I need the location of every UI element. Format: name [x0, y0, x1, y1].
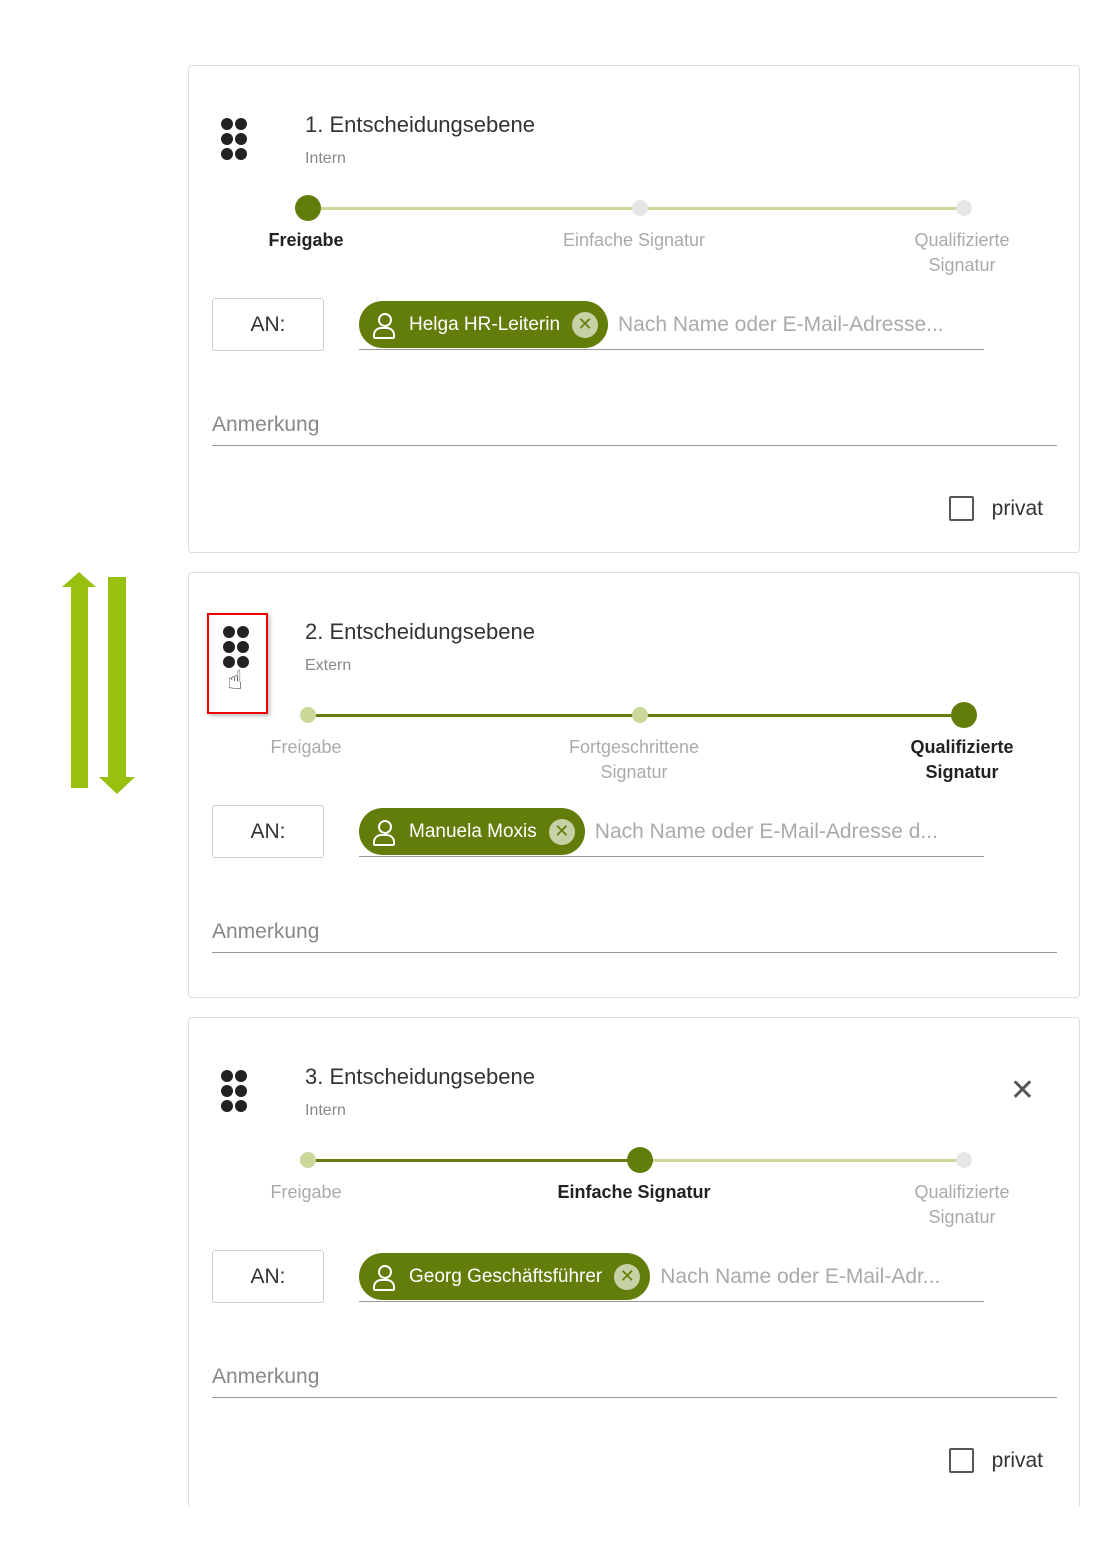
close-circle-icon[interactable]: ✕: [572, 311, 599, 338]
step-label[interactable]: Freigabe: [270, 737, 342, 757]
recipient-chip[interactable]: Helga HR-Leiterin ✕: [359, 301, 609, 348]
stepper-connector: [640, 1158, 964, 1162]
private-option: privat: [948, 1448, 1043, 1473]
drag-handle-icon[interactable]: [221, 1070, 249, 1114]
step-label[interactable]: Qualifizierte Signatur: [914, 1182, 1010, 1227]
person-icon: [371, 312, 397, 339]
level-title: 2. Entscheidungsebene: [305, 619, 535, 644]
recipient-search-input[interactable]: [618, 300, 984, 349]
hand-pointer-icon: ☝: [227, 665, 243, 695]
step-dot-active[interactable]: [627, 1147, 653, 1173]
step-label[interactable]: Qualifizierte Signatur: [914, 230, 1010, 275]
close-circle-icon[interactable]: ✕: [614, 1263, 641, 1290]
level-type: Intern: [305, 1102, 346, 1119]
stepper-connector: [308, 206, 640, 210]
private-label: privat: [991, 496, 1043, 520]
step-label[interactable]: Einfache Signatur: [557, 1182, 711, 1202]
stepper-connector: [308, 1158, 640, 1162]
recipient-field: Georg Geschäftsführer ✕ Nach Name oder E…: [359, 1252, 984, 1302]
close-circle-icon[interactable]: ✕: [548, 818, 575, 845]
private-option: privat: [948, 496, 1043, 521]
signature-stepper: Freigabe Einfache Signatur Qualifizierte…: [189, 195, 1079, 278]
level-type: Intern: [305, 150, 346, 167]
note-input[interactable]: [212, 911, 1057, 952]
close-icon[interactable]: ✕: [1009, 1074, 1035, 1107]
step-dot-pending[interactable]: [956, 200, 972, 216]
recipient-name: Manuela Moxis: [409, 820, 537, 842]
recipient-search: Nach Name oder E-Mail-Adresse...: [618, 300, 984, 349]
recipient-name: Helga HR-Leiterin: [409, 313, 561, 335]
step-label[interactable]: Qualifizierte Signatur: [910, 737, 1014, 782]
note-input[interactable]: [212, 404, 1057, 445]
step-label[interactable]: Freigabe: [270, 1182, 342, 1202]
step-dot-completed[interactable]: [300, 1152, 316, 1168]
recipient-name: Georg Geschäftsführer: [409, 1265, 603, 1287]
private-checkbox[interactable]: [948, 496, 974, 521]
stepper-connector: [308, 713, 640, 717]
recipient-search-input[interactable]: [594, 807, 984, 856]
person-icon: [371, 819, 397, 846]
stepper-connector: [640, 713, 964, 717]
signature-stepper: Freigabe Fortgeschrittene Signatur Quali…: [189, 702, 1079, 785]
step-dot-active[interactable]: [295, 195, 321, 221]
decision-level-card: 1. Entscheidungsebene Intern Freigabe Ei…: [188, 65, 1080, 553]
recipient-field: Helga HR-Leiterin ✕ Nach Name oder E-Mai…: [359, 300, 984, 350]
step-dot-pending[interactable]: [632, 200, 648, 216]
recipient-search: Nach Name oder E-Mail-Adresse d...: [594, 807, 984, 856]
drag-handle-icon[interactable]: [221, 118, 249, 162]
to-button[interactable]: AN:: [212, 298, 324, 351]
step-dot-active[interactable]: [951, 702, 977, 728]
recipient-chip[interactable]: Manuela Moxis ✕: [359, 808, 585, 855]
decision-level-card: 3. Entscheidungsebene Intern ✕ Freigabe E…: [188, 1017, 1080, 1507]
to-button[interactable]: AN:: [212, 1250, 324, 1303]
recipient-search: Nach Name oder E-Mail-Adr...: [660, 1252, 984, 1301]
signature-stepper: Freigabe Einfache Signatur Qualifizierte…: [189, 1147, 1079, 1230]
to-button[interactable]: AN:: [212, 805, 324, 858]
step-dot-pending[interactable]: [956, 1152, 972, 1168]
note-field: Anmerkung: [212, 404, 1057, 446]
reorder-arrows-icon: [62, 572, 135, 794]
step-label[interactable]: Fortgeschrittene Signatur: [568, 737, 700, 782]
decision-level-card: ☝ 2. Entscheidungsebene Extern Freigabe …: [188, 572, 1080, 998]
person-icon: [371, 1264, 397, 1291]
step-dot-completed[interactable]: [300, 707, 316, 723]
step-label[interactable]: Freigabe: [268, 230, 344, 250]
step-dot-completed[interactable]: [632, 707, 648, 723]
private-checkbox[interactable]: [948, 1448, 974, 1473]
recipient-field: Manuela Moxis ✕ Nach Name oder E-Mail-Ad…: [359, 807, 984, 857]
note-field: Anmerkung: [212, 1356, 1057, 1398]
step-label[interactable]: Einfache Signatur: [562, 230, 706, 250]
level-title: 3. Entscheidungsebene: [305, 1064, 535, 1089]
private-label: privat: [991, 1448, 1043, 1472]
stepper-connector: [640, 206, 964, 210]
level-type: Extern: [305, 657, 352, 674]
drag-handle-icon[interactable]: ☝: [207, 613, 268, 714]
recipient-search-input[interactable]: [660, 1252, 984, 1301]
recipient-chip[interactable]: Georg Geschäftsführer ✕: [359, 1253, 651, 1300]
level-title: 1. Entscheidungsebene: [305, 112, 535, 137]
note-field: Anmerkung: [212, 911, 1057, 953]
note-input[interactable]: [212, 1356, 1057, 1397]
